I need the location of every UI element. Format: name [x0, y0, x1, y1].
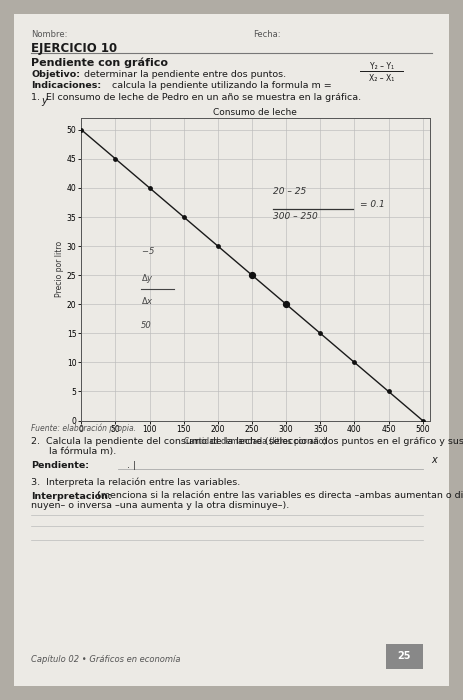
Text: 3.  Interpreta la relación entre las variables.: 3. Interpreta la relación entre las vari…: [31, 477, 241, 487]
Text: $\Delta$x: $\Delta$x: [141, 295, 153, 306]
Title: Consumo de leche: Consumo de leche: [213, 108, 297, 118]
Text: 2.  Calcula la pendiente del consumo de la leche (selecciona dos puntos en el gr: 2. Calcula la pendiente del consumo de l…: [31, 437, 463, 446]
Point: [78, 124, 85, 135]
Point: [282, 299, 290, 310]
Text: = 0.1: = 0.1: [360, 200, 385, 209]
Point: [317, 328, 324, 339]
Text: X₂ – X₁: X₂ – X₁: [369, 74, 394, 83]
Text: x: x: [431, 455, 437, 465]
Text: $\Delta$y: $\Delta$y: [141, 272, 153, 286]
Text: Y₂ – Y₁: Y₂ – Y₁: [369, 62, 394, 71]
Text: 25: 25: [398, 652, 411, 662]
Text: 1.  El consumo de leche de Pedro en un año se muestra en la gráfica.: 1. El consumo de leche de Pedro en un añ…: [31, 93, 362, 102]
Point: [248, 270, 256, 281]
Text: y: y: [41, 96, 47, 106]
Point: [112, 153, 119, 164]
Text: Nombre:: Nombre:: [31, 30, 68, 39]
Point: [248, 270, 256, 281]
Text: Interpretación:: Interpretación:: [31, 491, 112, 500]
Text: nuyen– o inversa –una aumenta y la otra disminuye–).: nuyen– o inversa –una aumenta y la otra …: [31, 501, 289, 510]
Text: 20 – 25: 20 – 25: [273, 187, 306, 196]
Point: [282, 299, 290, 310]
Text: Pendiente con gráfico: Pendiente con gráfico: [31, 57, 168, 67]
Text: $-$5: $-$5: [141, 245, 155, 256]
Text: 300 – 250: 300 – 250: [273, 213, 318, 221]
Point: [419, 415, 426, 426]
Text: calcula la pendiente utilizando la formula m =: calcula la pendiente utilizando la formu…: [109, 81, 335, 90]
Text: Pendiente:: Pendiente:: [31, 461, 89, 470]
Text: . |: . |: [119, 461, 137, 470]
Text: determinar la pendiente entre dos puntos.: determinar la pendiente entre dos puntos…: [81, 71, 287, 79]
Text: Fecha:: Fecha:: [253, 30, 281, 39]
Text: (menciona si la relación entre las variables es directa –ambas aumentan o dismi-: (menciona si la relación entre las varia…: [94, 491, 463, 500]
Point: [214, 241, 222, 252]
Text: Objetivo:: Objetivo:: [31, 71, 80, 79]
Point: [146, 182, 153, 193]
X-axis label: Cantidad demandada (litros por año): Cantidad demandada (litros por año): [184, 438, 326, 446]
Text: la fórmula m).: la fórmula m).: [31, 447, 117, 456]
Point: [385, 386, 392, 397]
Point: [351, 357, 358, 368]
Y-axis label: Precio por litro: Precio por litro: [55, 241, 64, 298]
Text: 50: 50: [141, 321, 151, 330]
Text: EJERCICIO 10: EJERCICIO 10: [31, 42, 118, 55]
Text: Capítulo 02 • Gráficos en economía: Capítulo 02 • Gráficos en economía: [31, 654, 181, 664]
Text: Indicaciones:: Indicaciones:: [31, 81, 101, 90]
Point: [180, 211, 188, 223]
Text: Fuente: elaboración propia.: Fuente: elaboración propia.: [31, 424, 136, 433]
FancyBboxPatch shape: [386, 644, 423, 669]
